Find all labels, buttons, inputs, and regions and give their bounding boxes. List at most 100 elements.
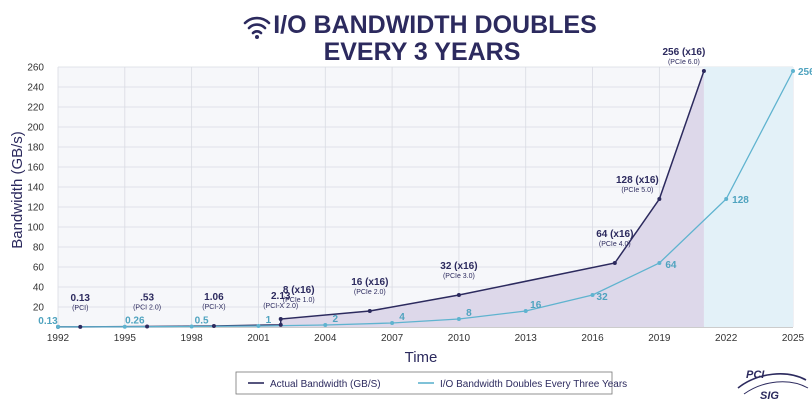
actual-sublabel-8: (PCIe 4.0) [599,241,631,248]
x-tick-label-2025: 2025 [782,333,805,344]
actual-label-2: .53 [140,292,154,303]
legend: Actual Bandwidth (GB/S) I/O Bandwidth Do… [235,371,627,395]
actual-sublabel-7: (PCIe 3.0) [443,273,475,280]
x-tick-label-1995: 1995 [114,333,137,344]
legend-label-actual: Actual Bandwidth (GB/S) [270,379,381,390]
doubling-point-11 [791,69,795,73]
y-axis-label: Bandwidth (GB/s) [9,131,26,249]
y-tick-label-20: 20 [33,303,45,314]
y-tick-label-120: 120 [27,203,44,214]
x-tick-label-2022: 2022 [715,333,738,344]
y-tick-label-80: 80 [33,243,45,254]
actual-point-3 [211,323,216,328]
actual-label-8: 64 (x16) [596,229,633,240]
actual-point-4 [278,322,283,327]
legend-label-doubling: I/O Bandwidth Doubles Every Three Years [440,379,627,390]
x-tick-label-2004: 2004 [314,333,337,344]
projection-area [703,67,793,327]
y-tick-label-60: 60 [33,263,45,274]
logo-text-pci: PCI [746,369,765,381]
y-tick-label-220: 220 [27,103,44,114]
doubling-label-0: 0.13 [38,316,58,327]
doubling-label-9: 64 [665,260,677,271]
actual-bandwidth-area [58,71,704,327]
chart-title: I/O BANDWIDTH DOUBLES EVERY 3 YEARS [243,11,597,66]
actual-sublabel-9: (PCIe 5.0) [621,187,653,194]
y-tick-label-100: 100 [27,223,44,234]
x-axis-ticks: 1992 1995 1998 2001 2004 2007 2010 2013 2016 2019… [47,333,805,344]
series-areas [58,67,793,327]
x-tick-label-1992: 1992 [47,333,70,344]
doubling-label-7: 16 [530,300,542,311]
actual-point-1 [78,324,83,329]
y-tick-label-200: 200 [27,123,44,134]
actual-point-5 [278,317,283,321]
title-line-1: I/O BANDWIDTH DOUBLES [273,11,597,39]
doubling-line [57,70,794,328]
actual-sublabel-6: (PCIe 2.0) [354,289,386,296]
actual-label-9: 128 (x16) [616,175,659,186]
x-tick-label-2016: 2016 [581,333,604,344]
doubling-label-11: 256 [798,67,812,78]
title-line-2: EVERY 3 YEARS [324,38,521,66]
actual-point-10 [701,69,706,73]
actual-label-3: 1.06 [204,292,224,303]
doubling-point-9 [657,261,662,265]
actual-sublabel-2: (PCI 2.0) [133,304,161,311]
data-labels: 0.13(PCI).53(PCI 2.0)1.06(PCI-X)2.13(PCI… [38,47,812,327]
x-tick-label-2010: 2010 [448,333,471,344]
wifi-signal-icon [243,16,271,39]
x-axis-label: Time [405,349,438,366]
actual-point-9 [657,197,662,201]
doubling-label-10: 128 [732,195,749,206]
y-tick-label-180: 180 [27,143,44,154]
pci-sig-logo: PCI SIG [737,369,809,402]
actual-label-4: 2.13 [271,291,291,302]
actual-sublabel-5: (PCIe 1.0) [283,297,315,304]
y-tick-label-140: 140 [27,183,44,194]
actual-label-10: 256 (x16) [663,47,706,58]
doubling-point-3 [256,324,261,328]
logo-text-sig: SIG [760,390,779,402]
doubling-label-5: 4 [399,312,405,323]
doubling-point-7 [523,309,528,313]
doubling-point-5 [390,321,395,325]
doubling-point-6 [456,317,461,321]
actual-point-2 [145,324,150,329]
y-tick-label-240: 240 [27,83,44,94]
doubling-label-4: 2 [332,314,338,325]
doubling-point-2 [189,324,194,329]
doubling-point-4 [323,323,328,327]
x-tick-label-2001: 2001 [247,333,270,344]
actual-label-1: 0.13 [71,293,91,304]
doubling-point-10 [724,197,729,201]
doubling-point-0 [56,324,60,329]
x-tick-label-2013: 2013 [515,333,538,344]
actual-sublabel-4: (PCI-X 2.0) [263,303,298,310]
doubling-label-8: 32 [597,292,609,303]
doubling-label-1: 0.26 [125,316,145,327]
doubling-point-8 [590,293,595,297]
actual-label-6: 16 (x16) [351,277,388,288]
x-tick-label-1998: 1998 [181,333,204,344]
doubling-label-6: 8 [466,308,472,319]
doubling-label-3: 1 [266,315,272,326]
actual-label-5: 8 (x16) [283,285,315,296]
y-tick-label-40: 40 [33,283,45,294]
doubling-point-1 [122,324,127,329]
doubling-label-2: 0.5 [195,316,209,327]
y-axis-ticks: 20 40 60 80 100 120 140 160 180 200 220 240 260 [27,63,44,314]
x-tick-label-2007: 2007 [381,333,404,344]
actual-point-8 [612,261,617,265]
data-points [56,69,795,329]
y-tick-label-260: 260 [27,63,44,74]
actual-sublabel-3: (PCI-X) [202,304,225,311]
actual-label-7: 32 (x16) [440,261,477,272]
actual-point-7 [456,293,461,297]
actual-point-6 [367,309,372,313]
y-tick-label-160: 160 [27,163,44,174]
actual-sublabel-1: (PCI) [72,305,88,312]
actual-sublabel-10: (PCIe 6.0) [668,59,700,66]
x-tick-label-2019: 2019 [648,333,671,344]
